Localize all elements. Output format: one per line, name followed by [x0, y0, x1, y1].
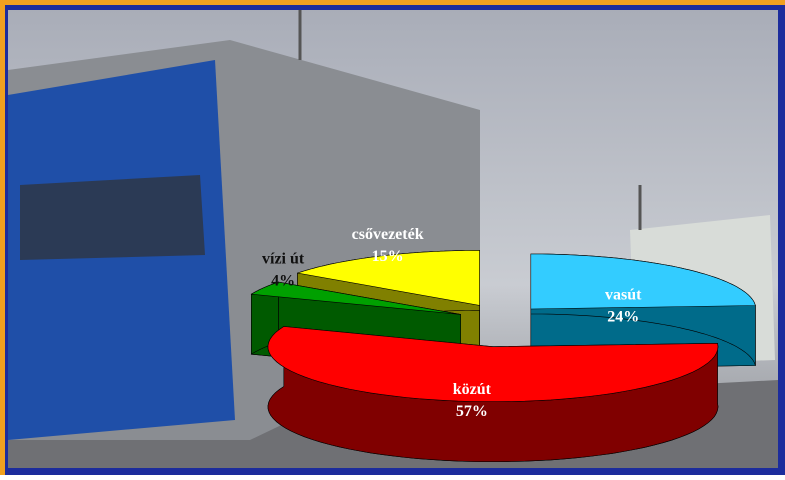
slice-label: közút: [453, 381, 492, 398]
pie: [250, 250, 756, 463]
frame-edge: [0, 0, 785, 5]
value-label: 15%: [372, 248, 404, 265]
slice-label: vasút: [605, 287, 642, 304]
value-label: 24%: [607, 309, 639, 326]
value-label: 57%: [456, 403, 488, 420]
frame-edge: [0, 0, 5, 475]
value-label: 4%: [271, 273, 295, 290]
slice-label: csővezeték: [352, 226, 424, 243]
slice: [267, 326, 719, 403]
slice: [297, 250, 480, 306]
truck-window: [20, 175, 205, 260]
slice: [250, 281, 461, 315]
slice: [530, 253, 756, 310]
slice-label: vízi út: [262, 251, 305, 268]
